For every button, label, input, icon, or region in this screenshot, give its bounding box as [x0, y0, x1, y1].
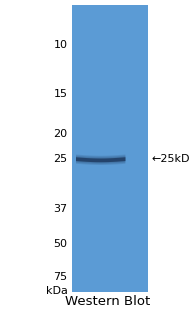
Bar: [72, 5, 148, 292]
Text: 75: 75: [53, 272, 67, 281]
Text: ←25kDa: ←25kDa: [152, 154, 190, 164]
Text: 15: 15: [53, 89, 67, 99]
Polygon shape: [76, 157, 125, 162]
Polygon shape: [76, 157, 125, 162]
Polygon shape: [76, 156, 125, 163]
Text: 25: 25: [53, 154, 67, 164]
Text: 20: 20: [53, 129, 67, 139]
Polygon shape: [76, 155, 125, 164]
Polygon shape: [76, 154, 125, 165]
Text: Western Blot: Western Blot: [65, 295, 150, 308]
Text: 37: 37: [53, 204, 67, 214]
Text: 10: 10: [53, 40, 67, 50]
Text: 50: 50: [53, 239, 67, 249]
Text: kDa: kDa: [46, 286, 67, 296]
